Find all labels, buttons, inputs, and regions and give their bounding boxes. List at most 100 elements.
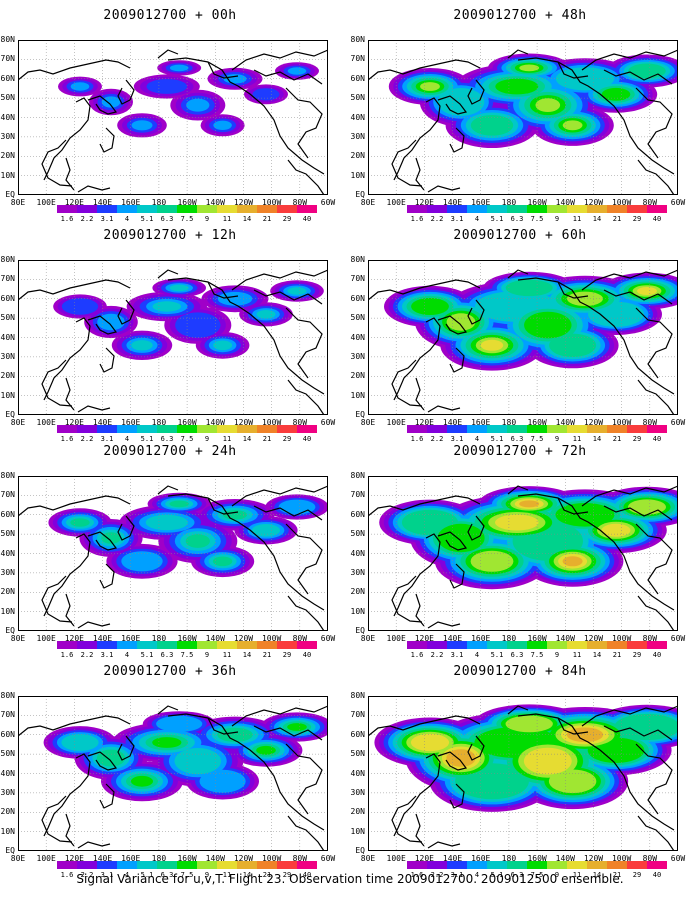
latitude-label: 60N [350,293,365,303]
colorbar-swatch [117,641,137,649]
variance-contour [287,287,307,295]
colorbar-label: 7.5 [180,871,194,879]
latitude-label: 60N [0,73,15,83]
coastline [449,127,465,153]
colorbar-swatch [57,205,77,213]
colorbar-swatch [237,205,257,213]
variance-contour [175,312,221,338]
colorbar-swatch [567,425,587,433]
colorbar-swatch [627,205,647,213]
colorbar-swatch [77,425,97,433]
latitude-label: 50N [0,529,15,539]
colorbar-label: 5.1 [140,435,154,443]
longitude-label: 120E [64,854,84,863]
colorbar-label: 29 [282,871,292,879]
latitude-label: 30N [350,567,365,577]
coastline [449,783,465,809]
colorbar-swatch [647,641,667,649]
longitude-label: 160E [471,418,491,427]
variance-contour [637,287,657,295]
colorbar-swatch [217,861,237,869]
longitude-label: 80W [642,854,658,863]
longitude-label: 140W [555,418,575,427]
colorbar-swatch [487,205,507,213]
coastline [437,751,468,771]
colorbar-label: 2.2 [430,435,444,443]
variance-map [18,40,328,195]
colorbar-swatch [137,641,157,649]
latitude-label: 10N [0,170,15,180]
colorbar-swatch [97,425,117,433]
coastline [167,57,325,175]
coastline [415,377,425,411]
variance-contour [156,715,203,732]
longitude-label: 120E [414,418,434,427]
coastline [99,783,115,809]
variance-map [18,696,328,851]
latitude-label: 30N [0,351,15,361]
longitude-label: 100E [36,198,56,207]
latitude-label: 30N [0,567,15,577]
colorbar-swatch [527,861,547,869]
coastline [557,281,589,299]
longitude-label: 120W [233,854,254,863]
coastline [77,621,111,629]
coastline [368,715,481,737]
latitude-label: 40N [0,332,15,342]
map-frame [368,696,678,851]
colorbar-label: 4 [474,215,480,223]
colorbar-swatch [57,861,77,869]
variance-contour [152,737,182,748]
colorbar-swatch [137,861,157,869]
variance-contour [601,523,631,537]
latitude-label: 40N [0,548,15,558]
latitude-label: EQ [5,846,15,855]
colorbar-label: 3.1 [100,435,114,443]
figure-caption: Signal Variance for u,v,T. Flight 23. Ob… [76,872,624,886]
coastline [253,289,323,305]
variance-contour [519,500,540,508]
longitude-label: 120E [414,634,434,643]
map-frame [18,260,328,415]
colorbar-label: 40 [302,871,312,879]
colorbar-label: 14 [242,871,252,879]
longitude-label: 140E [442,854,463,863]
colorbar-label: 21 [612,215,622,223]
colorbar-label: 11 [222,651,232,659]
longitude-label: 80W [292,634,308,643]
coastline [393,753,441,837]
latitude-label: 20N [350,371,365,381]
latitude-label: 70N [350,710,365,720]
coastline [415,813,425,847]
colorbar-swatch [447,641,467,649]
colorbar-label: 40 [302,215,312,223]
variance-contour [101,96,121,108]
latitude-label: 40N [350,112,365,122]
coastline [65,377,75,411]
colorbar [57,641,317,649]
colorbar-label: 14 [592,215,602,223]
coastline [467,515,485,541]
coastline [603,289,673,305]
colorbar-swatch [587,425,607,433]
colorbar-label: 9 [204,435,210,443]
coastline [87,95,118,115]
coastline [391,795,423,843]
coastline [507,485,529,495]
colorbar-swatch [257,425,277,433]
colorbar-swatch [297,425,317,433]
colorbar-label: 7.5 [180,435,194,443]
variance-contour [252,88,280,101]
colorbar-swatch [297,861,317,869]
colorbar-label: 2.2 [80,215,94,223]
colorbar-swatch [447,205,467,213]
colorbar-label: 1.6 [60,435,74,443]
latitude-label: EQ [355,626,365,635]
colorbar-swatch [157,861,177,869]
colorbar-swatch [427,425,447,433]
colorbar-label: 9 [204,651,210,659]
coastline [231,49,328,71]
colorbar-label: 7.5 [180,651,194,659]
longitude-label: 160W [527,634,547,643]
variance-contour [480,339,504,351]
